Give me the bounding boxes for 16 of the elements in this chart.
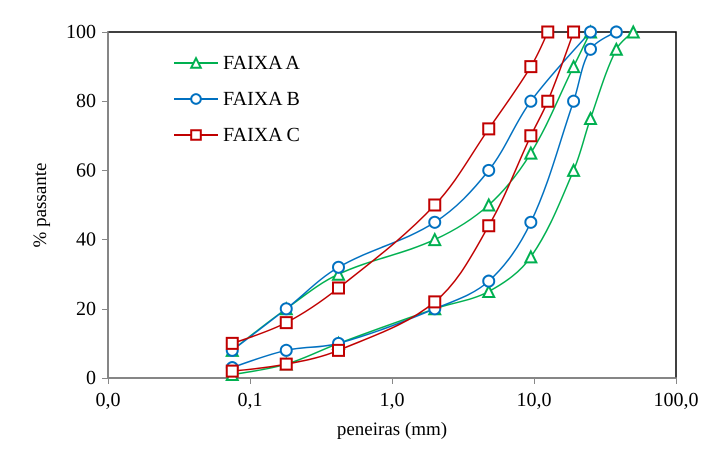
x-tick-label: 0,1 [238,389,262,411]
legend-label: FAIXA B [223,88,300,110]
legend-label: FAIXA C [223,124,300,146]
x-axis-title: peneiras (mm) [336,419,448,440]
y-tick-label: 80 [76,90,96,112]
legend-label: FAIXA A [223,52,300,74]
y-axis-title: % passante [30,162,51,248]
y-tick-label: 100 [66,21,96,43]
x-tick-label: 100,0 [654,389,698,411]
y-tick-label: 0 [86,367,96,389]
y-tick-label: 40 [76,228,96,251]
y-tick-label: 20 [76,298,96,320]
x-tick-label: 1,0 [380,389,404,411]
x-tick-label: 0,0 [96,389,120,411]
y-tick-label: 60 [76,159,96,182]
x-tick-label: 10,0 [516,389,552,411]
